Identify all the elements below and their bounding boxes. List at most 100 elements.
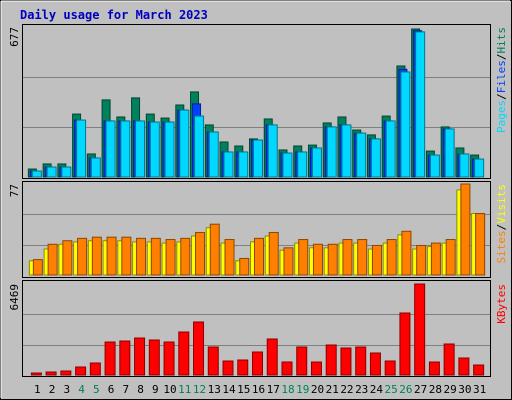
x-tick-label: 14 xyxy=(222,383,236,396)
bar xyxy=(180,237,191,276)
bar xyxy=(325,344,337,376)
bar xyxy=(77,237,88,276)
bar xyxy=(416,244,427,276)
legend-entry: Sites xyxy=(495,230,508,263)
bar xyxy=(297,151,308,178)
bar xyxy=(120,120,131,178)
y-tick-label: 77 xyxy=(8,184,21,197)
bar xyxy=(296,346,308,376)
x-tick-label: 18 xyxy=(281,383,294,396)
bar xyxy=(76,119,87,178)
x-tick-label: 12 xyxy=(193,383,206,396)
bar xyxy=(267,124,278,178)
bar xyxy=(134,337,146,376)
bar xyxy=(47,243,58,276)
x-tick-label: 7 xyxy=(123,383,130,396)
bar xyxy=(104,341,116,376)
x-tick-label: 13 xyxy=(208,383,221,396)
legend-entry: KBytes xyxy=(495,284,508,324)
bar xyxy=(268,231,279,276)
x-tick-label: 5 xyxy=(93,383,100,396)
bar xyxy=(386,239,397,276)
x-tick-label: 1 xyxy=(34,383,41,396)
bar xyxy=(195,231,206,276)
x-tick-label: 11 xyxy=(178,383,191,396)
x-tick-label: 10 xyxy=(163,383,176,396)
bar xyxy=(460,183,471,276)
legend-separator: / xyxy=(495,224,508,231)
bar xyxy=(224,239,235,276)
bar xyxy=(399,312,411,376)
bar xyxy=(136,237,147,276)
bar xyxy=(428,361,440,376)
x-tick-label: 26 xyxy=(399,383,412,396)
bar xyxy=(223,151,234,178)
legend-entry: Pages xyxy=(495,100,508,133)
bar xyxy=(252,351,263,376)
bar xyxy=(310,361,322,376)
y-tick-label: 6469 xyxy=(8,284,21,311)
x-tick-label: 4 xyxy=(78,383,85,396)
bar xyxy=(45,371,57,376)
bar xyxy=(475,213,486,276)
bar xyxy=(312,243,323,276)
bar xyxy=(105,120,116,178)
bar xyxy=(253,139,263,178)
legend-entry: Files xyxy=(495,60,508,93)
x-tick-label: 21 xyxy=(326,383,339,396)
bar xyxy=(30,372,42,376)
legend-separator: / xyxy=(495,54,508,61)
legend: Sites/Visits xyxy=(495,184,508,264)
bar xyxy=(385,120,396,178)
bar xyxy=(473,364,485,376)
bar xyxy=(32,259,43,276)
bar xyxy=(135,120,146,178)
x-tick-label: 19 xyxy=(296,383,309,396)
bar xyxy=(121,236,132,276)
bar xyxy=(327,243,338,276)
x-tick-label: 30 xyxy=(458,383,471,396)
bar xyxy=(445,239,456,276)
bar xyxy=(357,239,368,276)
x-tick-label: 8 xyxy=(137,383,144,396)
x-tick-label: 24 xyxy=(370,383,384,396)
bar xyxy=(370,138,381,178)
bar xyxy=(208,131,219,178)
bar xyxy=(342,239,353,276)
bar xyxy=(400,71,411,178)
bar xyxy=(415,31,426,178)
x-tick-label: 16 xyxy=(252,383,265,396)
bar xyxy=(298,239,309,276)
legend-entry: Hits xyxy=(495,27,508,54)
bar xyxy=(384,360,396,376)
bar xyxy=(254,237,264,276)
bar xyxy=(148,339,160,376)
x-tick-label: 17 xyxy=(267,383,280,396)
bar xyxy=(371,244,382,276)
bar xyxy=(194,115,205,178)
bar xyxy=(356,132,367,178)
bar xyxy=(474,158,485,178)
x-tick-label: 15 xyxy=(237,383,250,396)
bar xyxy=(89,362,101,376)
bar xyxy=(369,352,381,376)
bar xyxy=(165,239,176,276)
x-tick-label: 3 xyxy=(64,383,71,396)
bar xyxy=(238,151,249,178)
bar xyxy=(311,147,322,178)
x-tick-label: 9 xyxy=(152,383,159,396)
bar xyxy=(281,361,293,376)
bar xyxy=(60,370,72,376)
legend-separator: / xyxy=(495,93,508,100)
bar xyxy=(340,347,352,376)
legend: KBytes xyxy=(495,284,508,324)
bar xyxy=(341,124,352,178)
bar xyxy=(179,109,190,178)
bar xyxy=(401,230,412,276)
bar xyxy=(178,331,190,376)
bar xyxy=(61,166,72,178)
legend: Pages/Files/Hits xyxy=(495,27,508,133)
bar xyxy=(31,170,42,178)
